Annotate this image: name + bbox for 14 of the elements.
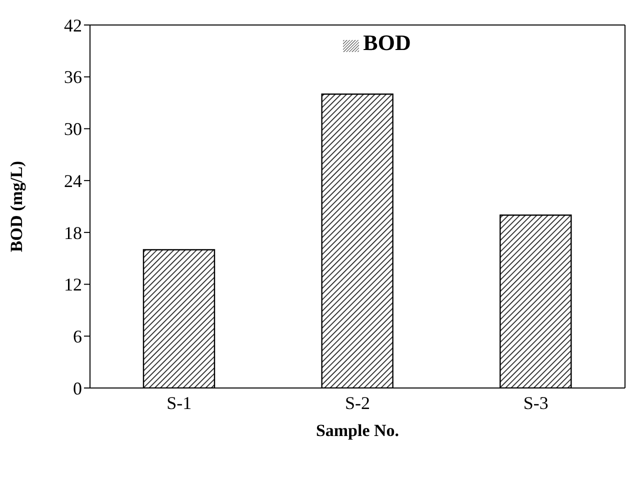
y-tick-label: 6: [73, 326, 82, 347]
y-axis-title: BOD (mg/L): [7, 160, 26, 252]
legend-label: BOD: [363, 30, 411, 55]
y-tick-label: 18: [64, 222, 82, 243]
x-tick-label: S-1: [166, 392, 192, 413]
y-tick-label: 12: [64, 274, 82, 295]
y-tick-label: 42: [64, 15, 82, 36]
y-tick-label: 0: [73, 378, 82, 398]
x-tick-label: S-2: [344, 392, 370, 413]
y-tick-label: 36: [64, 67, 82, 88]
x-axis-title: Sample No.: [316, 421, 400, 440]
y-tick-label: 24: [64, 170, 82, 191]
y-tick-label: 30: [64, 119, 82, 140]
x-tick-label: S-3: [523, 392, 548, 413]
